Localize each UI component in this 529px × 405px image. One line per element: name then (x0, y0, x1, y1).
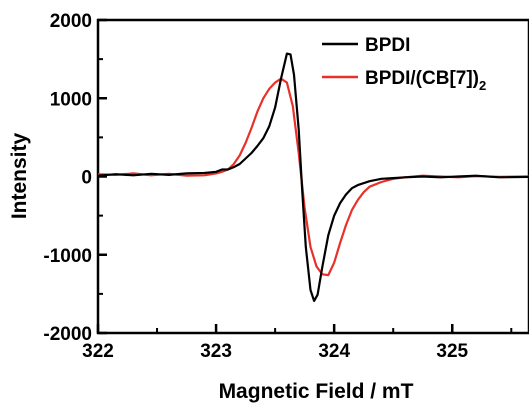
axis-layer: 322 323 324 325 -2000 -1000 0 1000 2000 (43, 11, 513, 362)
x-tick-label: 325 (436, 341, 468, 362)
x-tick-label: 323 (200, 341, 232, 362)
series-layer (97, 52, 529, 302)
legend: BPDI BPDI/(CB[7])2 (322, 35, 486, 93)
y-axis-title: Intensity (8, 133, 31, 220)
legend-label-2: BPDI/(CB[7])2 (365, 68, 486, 93)
y-tick-label: 2000 (50, 11, 92, 32)
series-line-1 (97, 52, 529, 302)
y-tick-label: 1000 (50, 89, 92, 110)
x-tick-label: 322 (82, 341, 114, 362)
x-axis-title: Magnetic Field / mT (219, 380, 414, 403)
y-tick-label: -1000 (43, 246, 92, 267)
y-tick-label: 0 (81, 168, 92, 189)
legend-label-1: BPDI (365, 35, 410, 56)
y-tick-label: -2000 (43, 324, 92, 345)
x-tick-label: 324 (318, 341, 350, 362)
